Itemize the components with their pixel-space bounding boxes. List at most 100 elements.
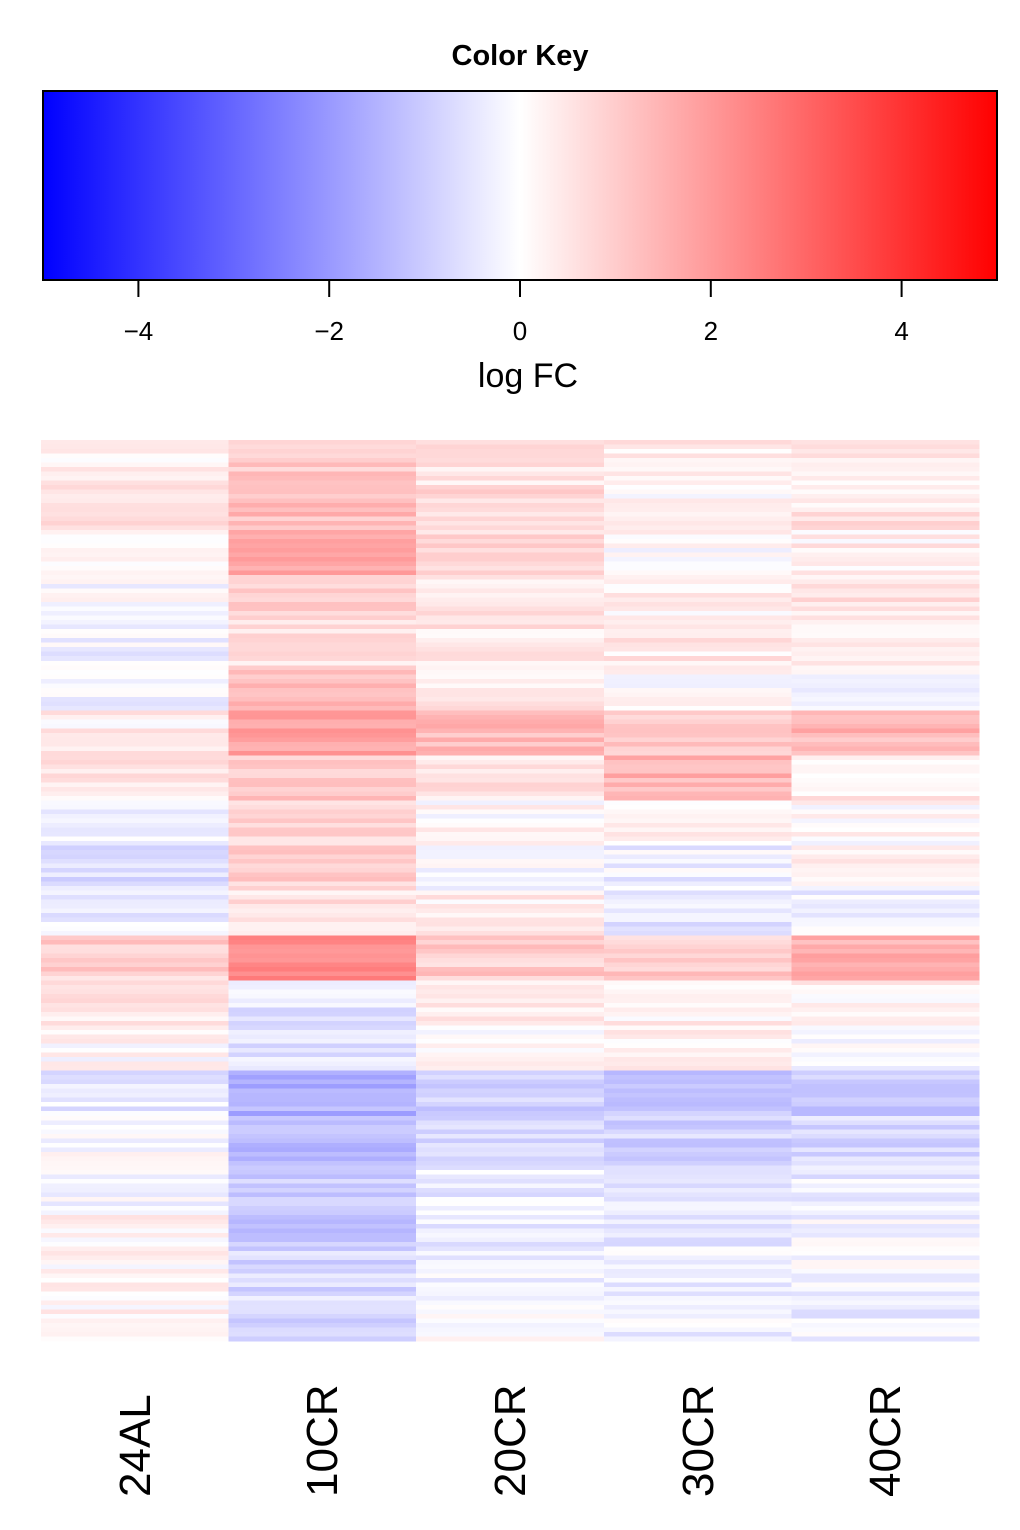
heatmap-cell (416, 476, 605, 482)
heatmap-cell (228, 1084, 417, 1090)
heatmap-cell (41, 944, 230, 950)
heatmap-cell (41, 1192, 230, 1198)
heatmap-cell (603, 543, 792, 549)
heatmap-cell (41, 777, 230, 783)
heatmap-cell (416, 615, 605, 621)
heatmap-cell (603, 1007, 792, 1013)
heatmap-cell (603, 1250, 792, 1256)
heatmap-cell (791, 1129, 980, 1135)
heatmap-cell (228, 845, 417, 851)
heatmap-cell (41, 476, 230, 482)
heatmap-cell (41, 1322, 230, 1328)
heatmap-cell (228, 1147, 417, 1153)
heatmap-cell (41, 1259, 230, 1265)
heatmap-cell (228, 498, 417, 504)
heatmap-cell (603, 1178, 792, 1184)
heatmap-cell (228, 1115, 417, 1121)
heatmap-cell (41, 1088, 230, 1094)
heatmap-cell (791, 1003, 980, 1009)
heatmap-cell (416, 593, 605, 599)
heatmap-cell (41, 534, 230, 540)
heatmap-cell (41, 683, 230, 689)
heatmap-cell (416, 1102, 605, 1108)
heatmap-cell (603, 913, 792, 919)
heatmap-cell (41, 913, 230, 919)
heatmap-cell (603, 570, 792, 576)
heatmap-cell (791, 620, 980, 626)
heatmap-cell (416, 1133, 605, 1139)
heatmap-cell (416, 579, 605, 585)
heatmap-cell (791, 786, 980, 792)
heatmap-cell (416, 791, 605, 797)
heatmap-cell (41, 1336, 230, 1342)
heatmap-cell (41, 656, 230, 662)
heatmap-cell (416, 1241, 605, 1247)
heatmap-cell (603, 516, 792, 522)
heatmap-cell (416, 967, 605, 973)
heatmap-cell (228, 863, 417, 869)
heatmap-cell (791, 1043, 980, 1049)
heatmap-cell (603, 755, 792, 761)
heatmap-cell (41, 1061, 230, 1067)
heatmap-cell (603, 1021, 792, 1027)
heatmap-cell (791, 687, 980, 693)
heatmap-cell (41, 1205, 230, 1211)
heatmap-cell (791, 1286, 980, 1292)
heatmap-cell (41, 899, 230, 905)
heatmap-cell (416, 1012, 605, 1018)
heatmap-cell (416, 1259, 605, 1265)
heatmap-cell (416, 944, 605, 950)
heatmap-cell (603, 525, 792, 531)
heatmap-cell (791, 1232, 980, 1238)
heatmap-cell (41, 570, 230, 576)
heatmap-cell (41, 1196, 230, 1202)
heatmap-cell (228, 597, 417, 603)
heatmap-cell (41, 1165, 230, 1171)
heatmap-cell (41, 980, 230, 986)
heatmap-cell (791, 665, 980, 671)
heatmap-cell (228, 1178, 417, 1184)
heatmap-cell (791, 516, 980, 522)
heatmap-cell (228, 1142, 417, 1148)
heatmap-cell (228, 687, 417, 693)
heatmap-cell (791, 489, 980, 495)
heatmap-cell (416, 1039, 605, 1045)
heatmap-cell (416, 656, 605, 662)
heatmap-cell (603, 800, 792, 806)
heatmap-cell (416, 624, 605, 630)
heatmap-cell (416, 773, 605, 779)
heatmap-cell (41, 638, 230, 644)
heatmap-cell (603, 602, 792, 608)
heatmap-cell (603, 994, 792, 1000)
heatmap-cell (603, 858, 792, 864)
heatmap-cell (228, 602, 417, 608)
heatmap-cell (41, 1219, 230, 1225)
heatmap-cell (603, 728, 792, 734)
heatmap-cell (791, 1295, 980, 1301)
heatmap-cell (228, 1300, 417, 1306)
heatmap-cell (603, 804, 792, 810)
heatmap-cell (791, 845, 980, 851)
heatmap-cell (41, 597, 230, 603)
heatmap-cell (603, 1142, 792, 1148)
heatmap-cell (228, 985, 417, 991)
heatmap-cell (603, 1030, 792, 1036)
heatmap-cell (41, 1142, 230, 1148)
heatmap-cell (41, 602, 230, 608)
heatmap-cell (228, 831, 417, 837)
heatmap-cell (41, 1102, 230, 1108)
heatmap-cell (228, 557, 417, 563)
heatmap-cell (416, 1214, 605, 1220)
heatmap-cell (41, 633, 230, 639)
heatmap-cell (791, 1277, 980, 1283)
heatmap-cell (41, 926, 230, 932)
heatmap-cell (228, 908, 417, 914)
heatmap-cell (416, 1160, 605, 1166)
heatmap-cell (41, 800, 230, 806)
heatmap-cell (791, 471, 980, 477)
heatmap-cell (41, 471, 230, 477)
heatmap-cell (416, 728, 605, 734)
heatmap-cell (416, 696, 605, 702)
heatmap-cell (791, 908, 980, 914)
heatmap-cell (603, 1336, 792, 1342)
